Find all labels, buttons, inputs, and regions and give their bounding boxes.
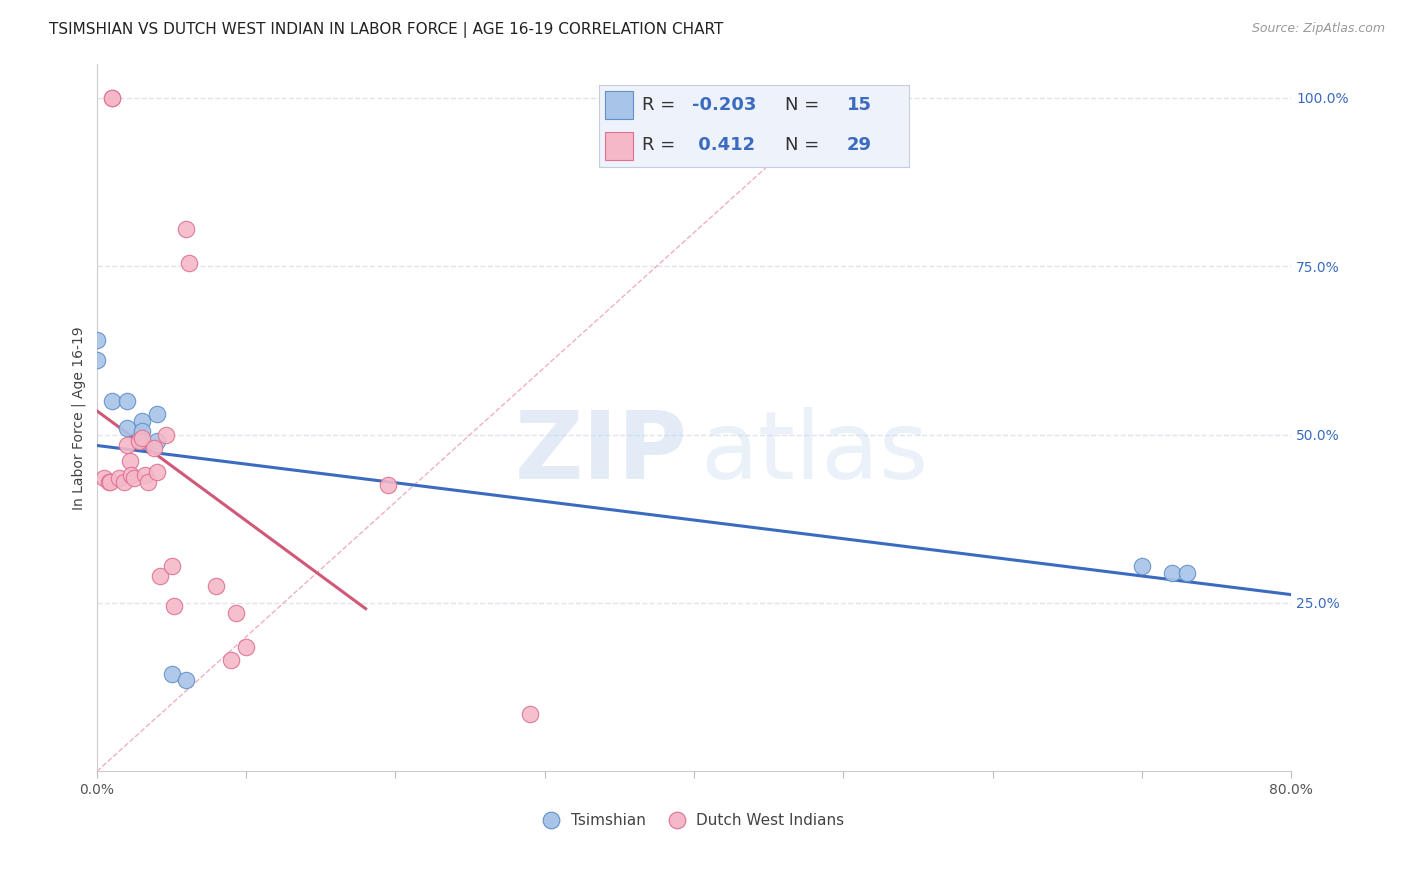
Point <box>97 475 120 489</box>
Point <box>160 558 183 573</box>
Point <box>122 471 145 485</box>
Point <box>134 467 156 482</box>
Text: Source: ZipAtlas.com: Source: ZipAtlas.com <box>1251 22 1385 36</box>
Point <box>115 393 138 408</box>
Text: TSIMSHIAN VS DUTCH WEST INDIAN IN LABOR FORCE | AGE 16-19 CORRELATION CHART: TSIMSHIAN VS DUTCH WEST INDIAN IN LABOR … <box>49 22 724 38</box>
Point <box>98 475 121 489</box>
Point <box>86 353 108 368</box>
Point <box>145 408 167 422</box>
Y-axis label: In Labor Force | Age 16-19: In Labor Force | Age 16-19 <box>72 326 86 509</box>
Point <box>120 467 142 482</box>
Point <box>160 666 183 681</box>
Point <box>179 256 201 270</box>
Point <box>101 393 124 408</box>
Legend: Tsimshian, Dutch West Indians: Tsimshian, Dutch West Indians <box>537 807 851 834</box>
Point <box>131 431 153 445</box>
Point <box>1175 566 1198 580</box>
Point <box>163 599 186 614</box>
Point <box>519 707 541 722</box>
Point <box>108 471 131 485</box>
Point <box>131 434 153 449</box>
Point <box>148 569 170 583</box>
Point <box>142 441 165 455</box>
Point <box>176 673 198 688</box>
Point <box>131 414 153 428</box>
Point <box>1130 558 1153 573</box>
Point <box>225 606 247 620</box>
Point <box>155 427 177 442</box>
Point <box>118 454 141 468</box>
Point <box>128 434 150 449</box>
Point <box>86 333 108 347</box>
Point <box>145 434 167 449</box>
Point <box>377 478 399 492</box>
Point <box>131 424 153 438</box>
Point <box>1160 566 1182 580</box>
Point <box>115 437 138 451</box>
Point <box>101 91 124 105</box>
Point <box>205 579 228 593</box>
Point <box>115 421 138 435</box>
Point <box>101 91 124 105</box>
Point <box>219 653 242 667</box>
Point <box>136 475 159 489</box>
Text: ZIP: ZIP <box>515 407 688 499</box>
Point <box>93 471 115 485</box>
Point <box>112 475 135 489</box>
Text: atlas: atlas <box>700 407 928 499</box>
Point <box>145 465 167 479</box>
Point <box>235 640 257 654</box>
Point <box>176 222 198 236</box>
